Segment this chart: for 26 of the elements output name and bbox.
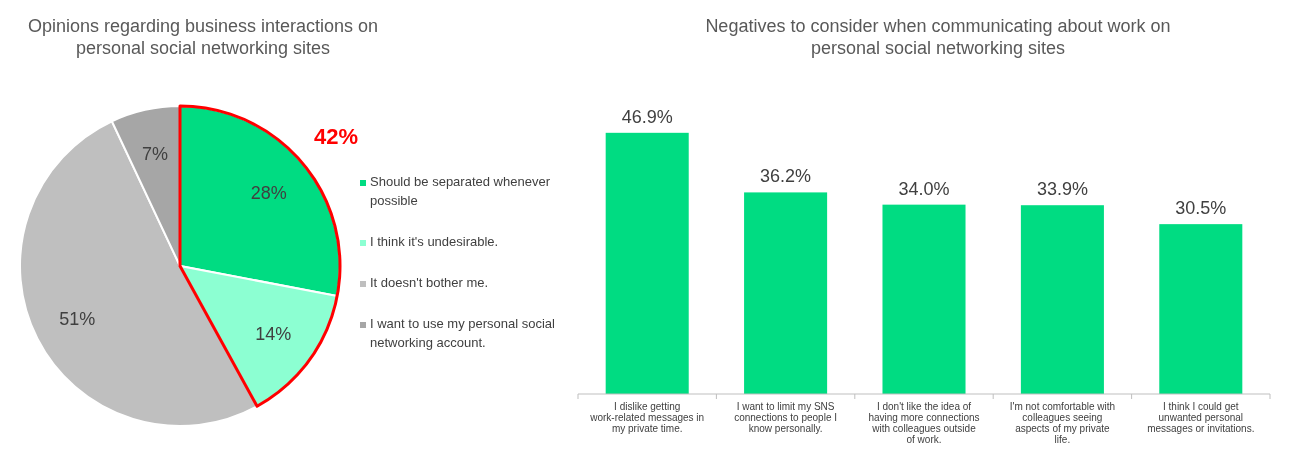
data-label: 33.9% bbox=[1036, 179, 1088, 200]
data-label: 46.9% bbox=[621, 106, 673, 127]
x-tick-label: I dislike getting work-related messages in my private time. bbox=[589, 401, 705, 434]
data-label: 7% bbox=[141, 143, 168, 164]
bar bbox=[605, 132, 689, 394]
legend-label: It doesn't bother me. bbox=[370, 275, 489, 290]
data-label: 28% bbox=[250, 182, 287, 203]
data-label: 30.5% bbox=[1175, 198, 1227, 219]
chart-title: Opinions regarding business interactions on personal social networking sites bbox=[27, 16, 379, 58]
x-tick-label: I think I could get unwanted personal messages or invitations. bbox=[1147, 401, 1255, 434]
legend-label: Should be separated whenever possible bbox=[370, 174, 551, 208]
bar bbox=[1159, 224, 1243, 394]
text: 42% bbox=[313, 124, 359, 149]
bar bbox=[744, 192, 828, 394]
bar bbox=[882, 204, 966, 394]
x-tick-label: I'm not comfortable with colleagues seeing aspects of my private life. bbox=[1009, 401, 1116, 445]
x-tick-label: I don't like the idea of having more connections with colleagues outside of work. bbox=[868, 401, 980, 445]
data-label: 14% bbox=[255, 324, 292, 345]
legend-label: I want to use my personal social networking account. bbox=[370, 316, 556, 350]
data-label: 34.0% bbox=[898, 178, 950, 199]
chart-title: Negatives to consider when communicating about work on personal social networking sites bbox=[705, 16, 1171, 58]
data-label: 36.2% bbox=[760, 166, 812, 187]
bar bbox=[1020, 205, 1104, 394]
data-label: 51% bbox=[59, 308, 96, 329]
legend-label: I think it's undesirable. bbox=[370, 234, 499, 249]
x-tick-label: I want to limit my SNS connections to people I know personally. bbox=[734, 401, 838, 434]
